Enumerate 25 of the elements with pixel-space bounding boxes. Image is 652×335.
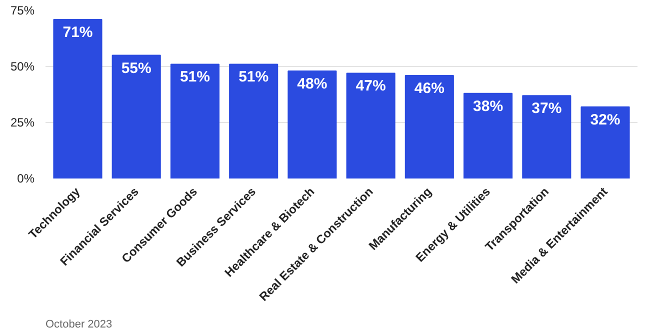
data-label: 37% <box>532 100 562 118</box>
bar <box>464 92 513 178</box>
bar <box>404 74 454 178</box>
bar <box>580 106 630 178</box>
data-label: 48% <box>297 75 328 92</box>
bar <box>346 72 396 178</box>
data-label: 47% <box>356 78 386 95</box>
data-label: 51% <box>238 68 269 86</box>
bar <box>288 70 337 178</box>
data-label: 38% <box>473 98 504 115</box>
bar <box>522 95 572 178</box>
data-label: 51% <box>180 68 210 86</box>
text: October 2023 <box>46 318 112 330</box>
data-label: 55% <box>121 60 152 77</box>
y-tick-label: 0% <box>17 172 35 186</box>
y-tick-label: 75% <box>10 4 35 18</box>
bar <box>112 54 161 178</box>
data-label: 32% <box>590 111 620 128</box>
bar <box>229 64 278 178</box>
data-label: 46% <box>414 80 444 97</box>
data-label: 71% <box>62 24 93 41</box>
bar <box>170 64 220 178</box>
y-tick-label: 50% <box>10 60 35 74</box>
y-tick-label: 25% <box>10 116 35 130</box>
bar <box>53 18 102 178</box>
